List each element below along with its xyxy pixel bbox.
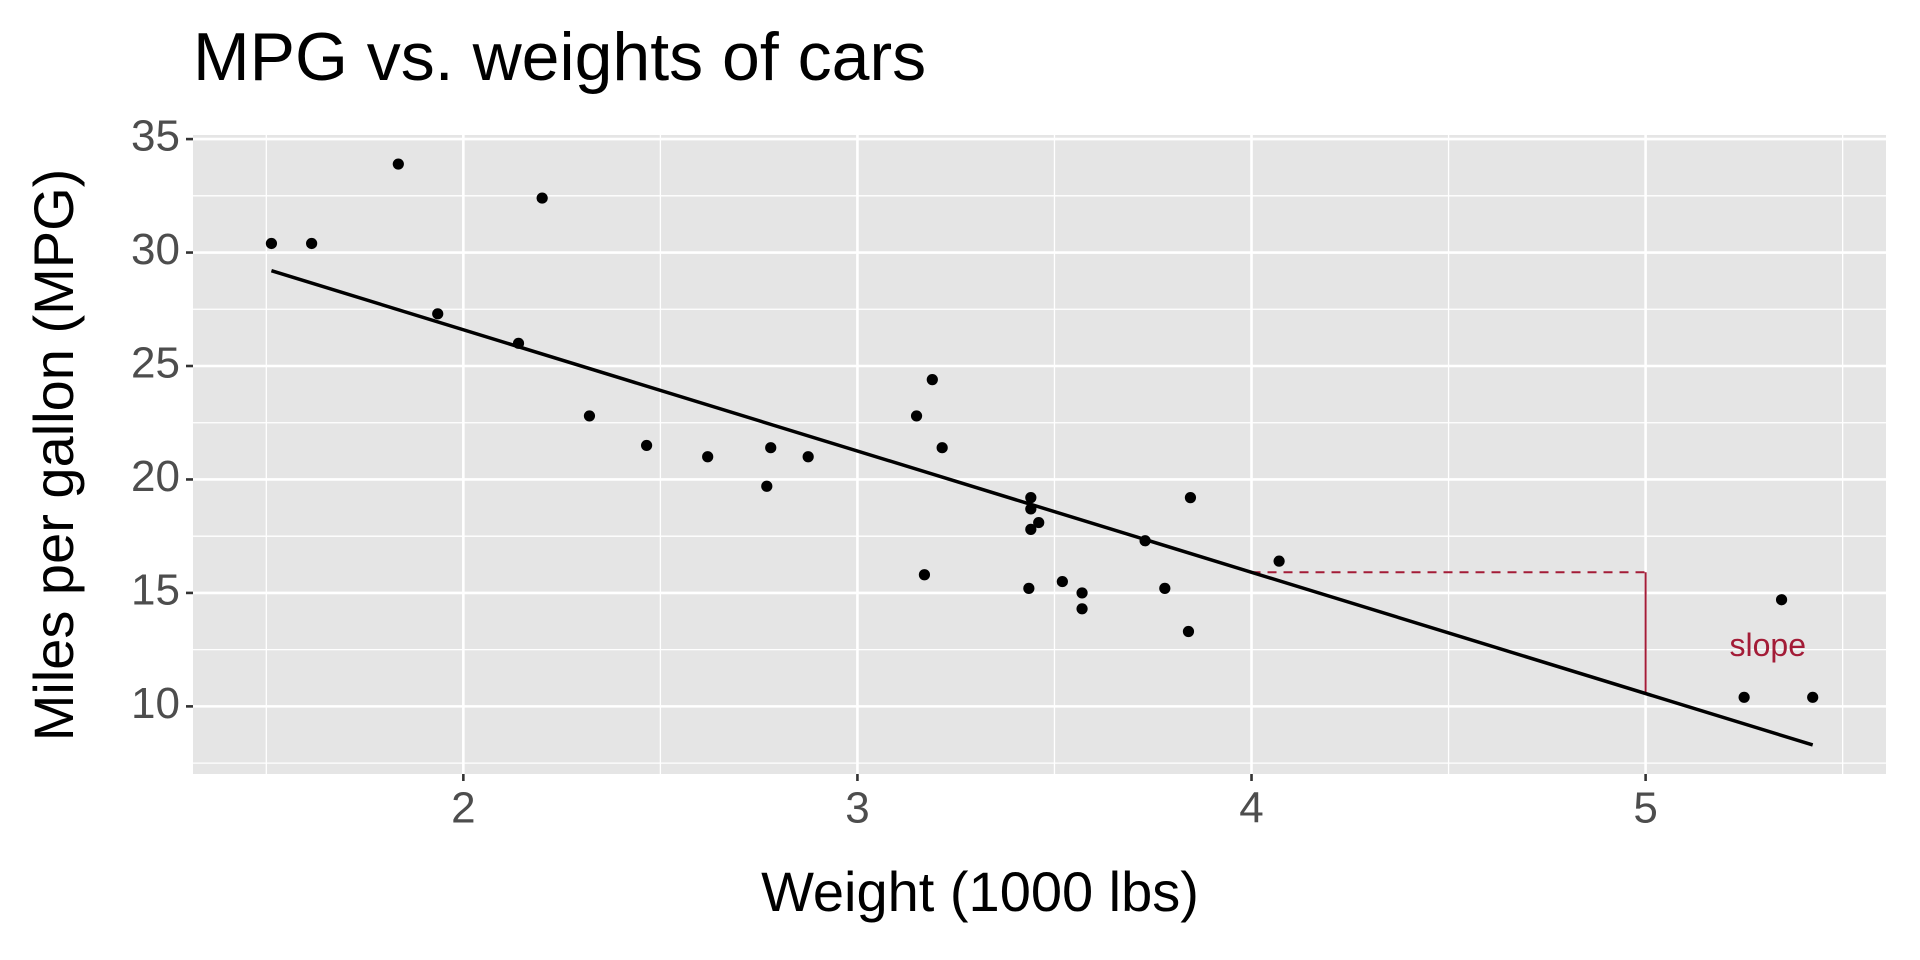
point bbox=[1076, 603, 1088, 615]
point bbox=[265, 237, 278, 250]
x-axis-title: Weight (1000 lbs) bbox=[761, 860, 1199, 923]
point bbox=[702, 451, 714, 463]
y-tick-label: 15 bbox=[131, 566, 180, 615]
point bbox=[1159, 582, 1171, 594]
y-tick-label: 25 bbox=[131, 339, 180, 388]
point bbox=[802, 451, 814, 463]
x-tick-label: 3 bbox=[845, 784, 869, 833]
plot-panel bbox=[193, 135, 1886, 774]
x-tick-label: 5 bbox=[1633, 784, 1657, 833]
point bbox=[1182, 625, 1195, 638]
annotation-label: slope bbox=[1730, 627, 1807, 663]
point bbox=[1184, 492, 1197, 504]
point bbox=[1033, 516, 1045, 529]
point bbox=[910, 410, 923, 422]
y-tick-label: 20 bbox=[131, 452, 180, 501]
point bbox=[1023, 582, 1035, 594]
point bbox=[918, 569, 931, 581]
point bbox=[765, 442, 777, 454]
point bbox=[583, 410, 596, 422]
point bbox=[936, 442, 948, 454]
y-tick-label: 35 bbox=[131, 112, 180, 161]
point bbox=[1738, 691, 1750, 703]
x-tick-label: 4 bbox=[1239, 784, 1263, 833]
y-axis-title: Miles per gallon (MPG) bbox=[22, 169, 85, 742]
fit-line bbox=[270, 269, 1814, 747]
point bbox=[1025, 503, 1037, 515]
point bbox=[1076, 587, 1088, 599]
point bbox=[640, 439, 653, 452]
chart-title: MPG vs. weights of cars bbox=[193, 19, 926, 95]
point bbox=[306, 237, 318, 250]
point bbox=[1139, 535, 1151, 547]
point bbox=[1273, 555, 1285, 567]
point bbox=[536, 192, 548, 204]
x-tick-label: 2 bbox=[451, 784, 475, 833]
y-tick-label: 10 bbox=[131, 679, 180, 728]
point bbox=[1775, 594, 1788, 606]
y-tick-label: 30 bbox=[131, 225, 180, 274]
point bbox=[1025, 492, 1037, 504]
point bbox=[1807, 691, 1819, 703]
point bbox=[512, 337, 525, 349]
point bbox=[761, 480, 773, 492]
point bbox=[926, 374, 938, 386]
point bbox=[392, 158, 404, 170]
point bbox=[1056, 575, 1068, 588]
point bbox=[432, 308, 444, 320]
point bbox=[1025, 523, 1037, 535]
